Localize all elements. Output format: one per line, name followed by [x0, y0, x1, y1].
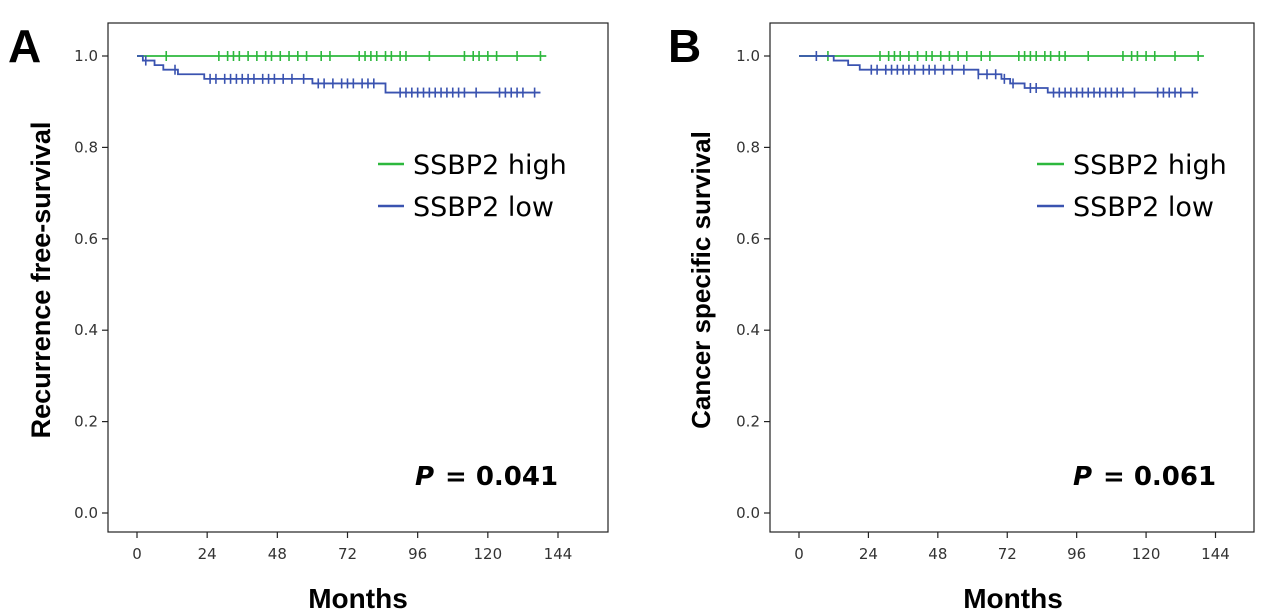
- survival-curve: [799, 55, 1199, 94]
- x-tick-label: 96: [1067, 545, 1086, 563]
- plot-frame: [769, 22, 1255, 533]
- series-ssbp2-low: [799, 51, 1199, 98]
- chart-panel-a: A 0.0 0.2 0.4 0.6 0.8 1.0 0 24 48 72 96 120 144 Months…: [8, 20, 609, 614]
- x-tick-label: 48: [268, 545, 287, 563]
- x-tick-label: 144: [1201, 545, 1230, 563]
- y-tick-label: 0.4: [74, 321, 98, 339]
- x-tick-label: 0: [132, 545, 142, 563]
- x-tick-label: 144: [544, 545, 573, 563]
- x-tick-label: 24: [198, 545, 217, 563]
- p-value-label: P: [415, 462, 434, 492]
- series-ssbp2-high: [137, 51, 547, 61]
- plot-frame: [107, 22, 609, 533]
- y-tick-label: 1.0: [736, 47, 760, 65]
- legend-label: SSBP2 high: [413, 150, 567, 181]
- x-tick-label: 48: [928, 545, 947, 563]
- panel-letter: A: [8, 20, 41, 72]
- y-axis-title: Recurrence free-survival: [26, 122, 56, 439]
- x-tick-label: 120: [1132, 545, 1161, 563]
- legend-label: SSBP2 low: [413, 192, 554, 223]
- legend-label: SSBP2 high: [1073, 150, 1227, 181]
- y-tick-label: 0.6: [736, 230, 760, 248]
- p-value: = 0.061: [1103, 462, 1216, 492]
- survival-curve: [137, 55, 541, 94]
- legend-label: SSBP2 low: [1073, 192, 1214, 223]
- y-tick-label: 0.6: [74, 230, 98, 248]
- chart-panel-b: B 0.0 0.2 0.4 0.6 0.8 1.0 0 24 48 72 96 120 144 Months…: [668, 20, 1255, 614]
- y-tick-label: 0.4: [736, 321, 760, 339]
- x-tick-label: 72: [338, 545, 357, 563]
- p-value: = 0.041: [445, 462, 558, 492]
- y-tick-label: 0.0: [74, 504, 98, 522]
- series-ssbp2-high: [799, 51, 1204, 61]
- x-tick-label: 0: [794, 545, 804, 563]
- series-ssbp2-low: [137, 55, 541, 98]
- panel-letter: B: [668, 20, 701, 72]
- x-tick-label: 24: [859, 545, 878, 563]
- y-tick-label: 0.2: [74, 413, 98, 431]
- y-axis-title: Cancer specific survival: [686, 131, 716, 429]
- x-axis-title: Months: [308, 583, 408, 614]
- y-tick-label: 0.8: [736, 138, 760, 156]
- p-value-label: P: [1073, 462, 1092, 492]
- y-tick-label: 1.0: [74, 47, 98, 65]
- x-tick-label: 120: [474, 545, 503, 563]
- x-axis-title: Months: [963, 583, 1063, 614]
- y-tick-label: 0.2: [736, 413, 760, 431]
- x-tick-label: 72: [998, 545, 1017, 563]
- x-tick-label: 96: [408, 545, 427, 563]
- y-tick-label: 0.0: [736, 504, 760, 522]
- y-tick-label: 0.8: [74, 138, 98, 156]
